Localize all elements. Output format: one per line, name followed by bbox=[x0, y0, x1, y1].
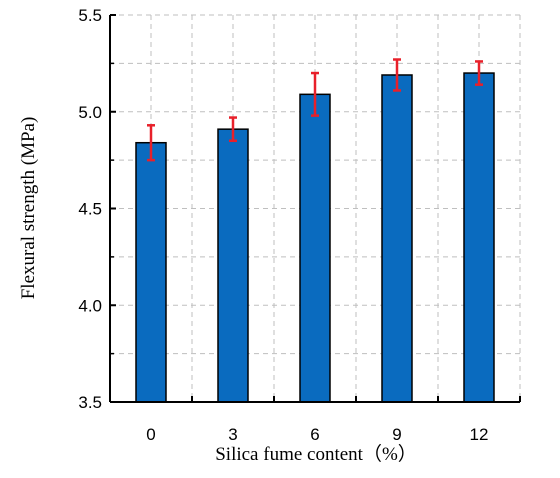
error-bar bbox=[147, 124, 155, 162]
y-tick-label: 5.0 bbox=[78, 103, 102, 122]
x-tick-label: 9 bbox=[392, 425, 401, 444]
axes bbox=[109, 14, 521, 403]
y-tick-label: 4.0 bbox=[78, 296, 102, 315]
y-tick-label: 4.5 bbox=[78, 200, 102, 219]
bar bbox=[135, 141, 167, 403]
bar-series bbox=[135, 72, 495, 403]
error-bar bbox=[311, 71, 319, 117]
bar bbox=[381, 74, 413, 403]
y-tick-labels: 3.5 4.0 4.5 5.0 5.5 bbox=[78, 6, 102, 412]
bar bbox=[463, 72, 495, 403]
x-tick-label: 3 bbox=[228, 425, 237, 444]
x-tick-labels: 0 3 6 9 12 bbox=[146, 425, 488, 444]
y-tick-label: 5.5 bbox=[78, 6, 102, 25]
y-tick-label: 3.5 bbox=[78, 393, 102, 412]
error-bar bbox=[475, 60, 483, 86]
error-bars bbox=[147, 58, 483, 162]
error-bar bbox=[393, 58, 401, 92]
x-tick-label: 0 bbox=[146, 425, 155, 444]
x-axis-title: Silica fume content（%） bbox=[215, 443, 417, 465]
bar bbox=[217, 128, 249, 403]
bar bbox=[299, 93, 331, 403]
error-bar bbox=[229, 116, 237, 143]
y-axis-title: Flexural strength (MPa) bbox=[18, 117, 39, 300]
x-tick-label: 12 bbox=[470, 425, 489, 444]
x-tick-label: 6 bbox=[310, 425, 319, 444]
